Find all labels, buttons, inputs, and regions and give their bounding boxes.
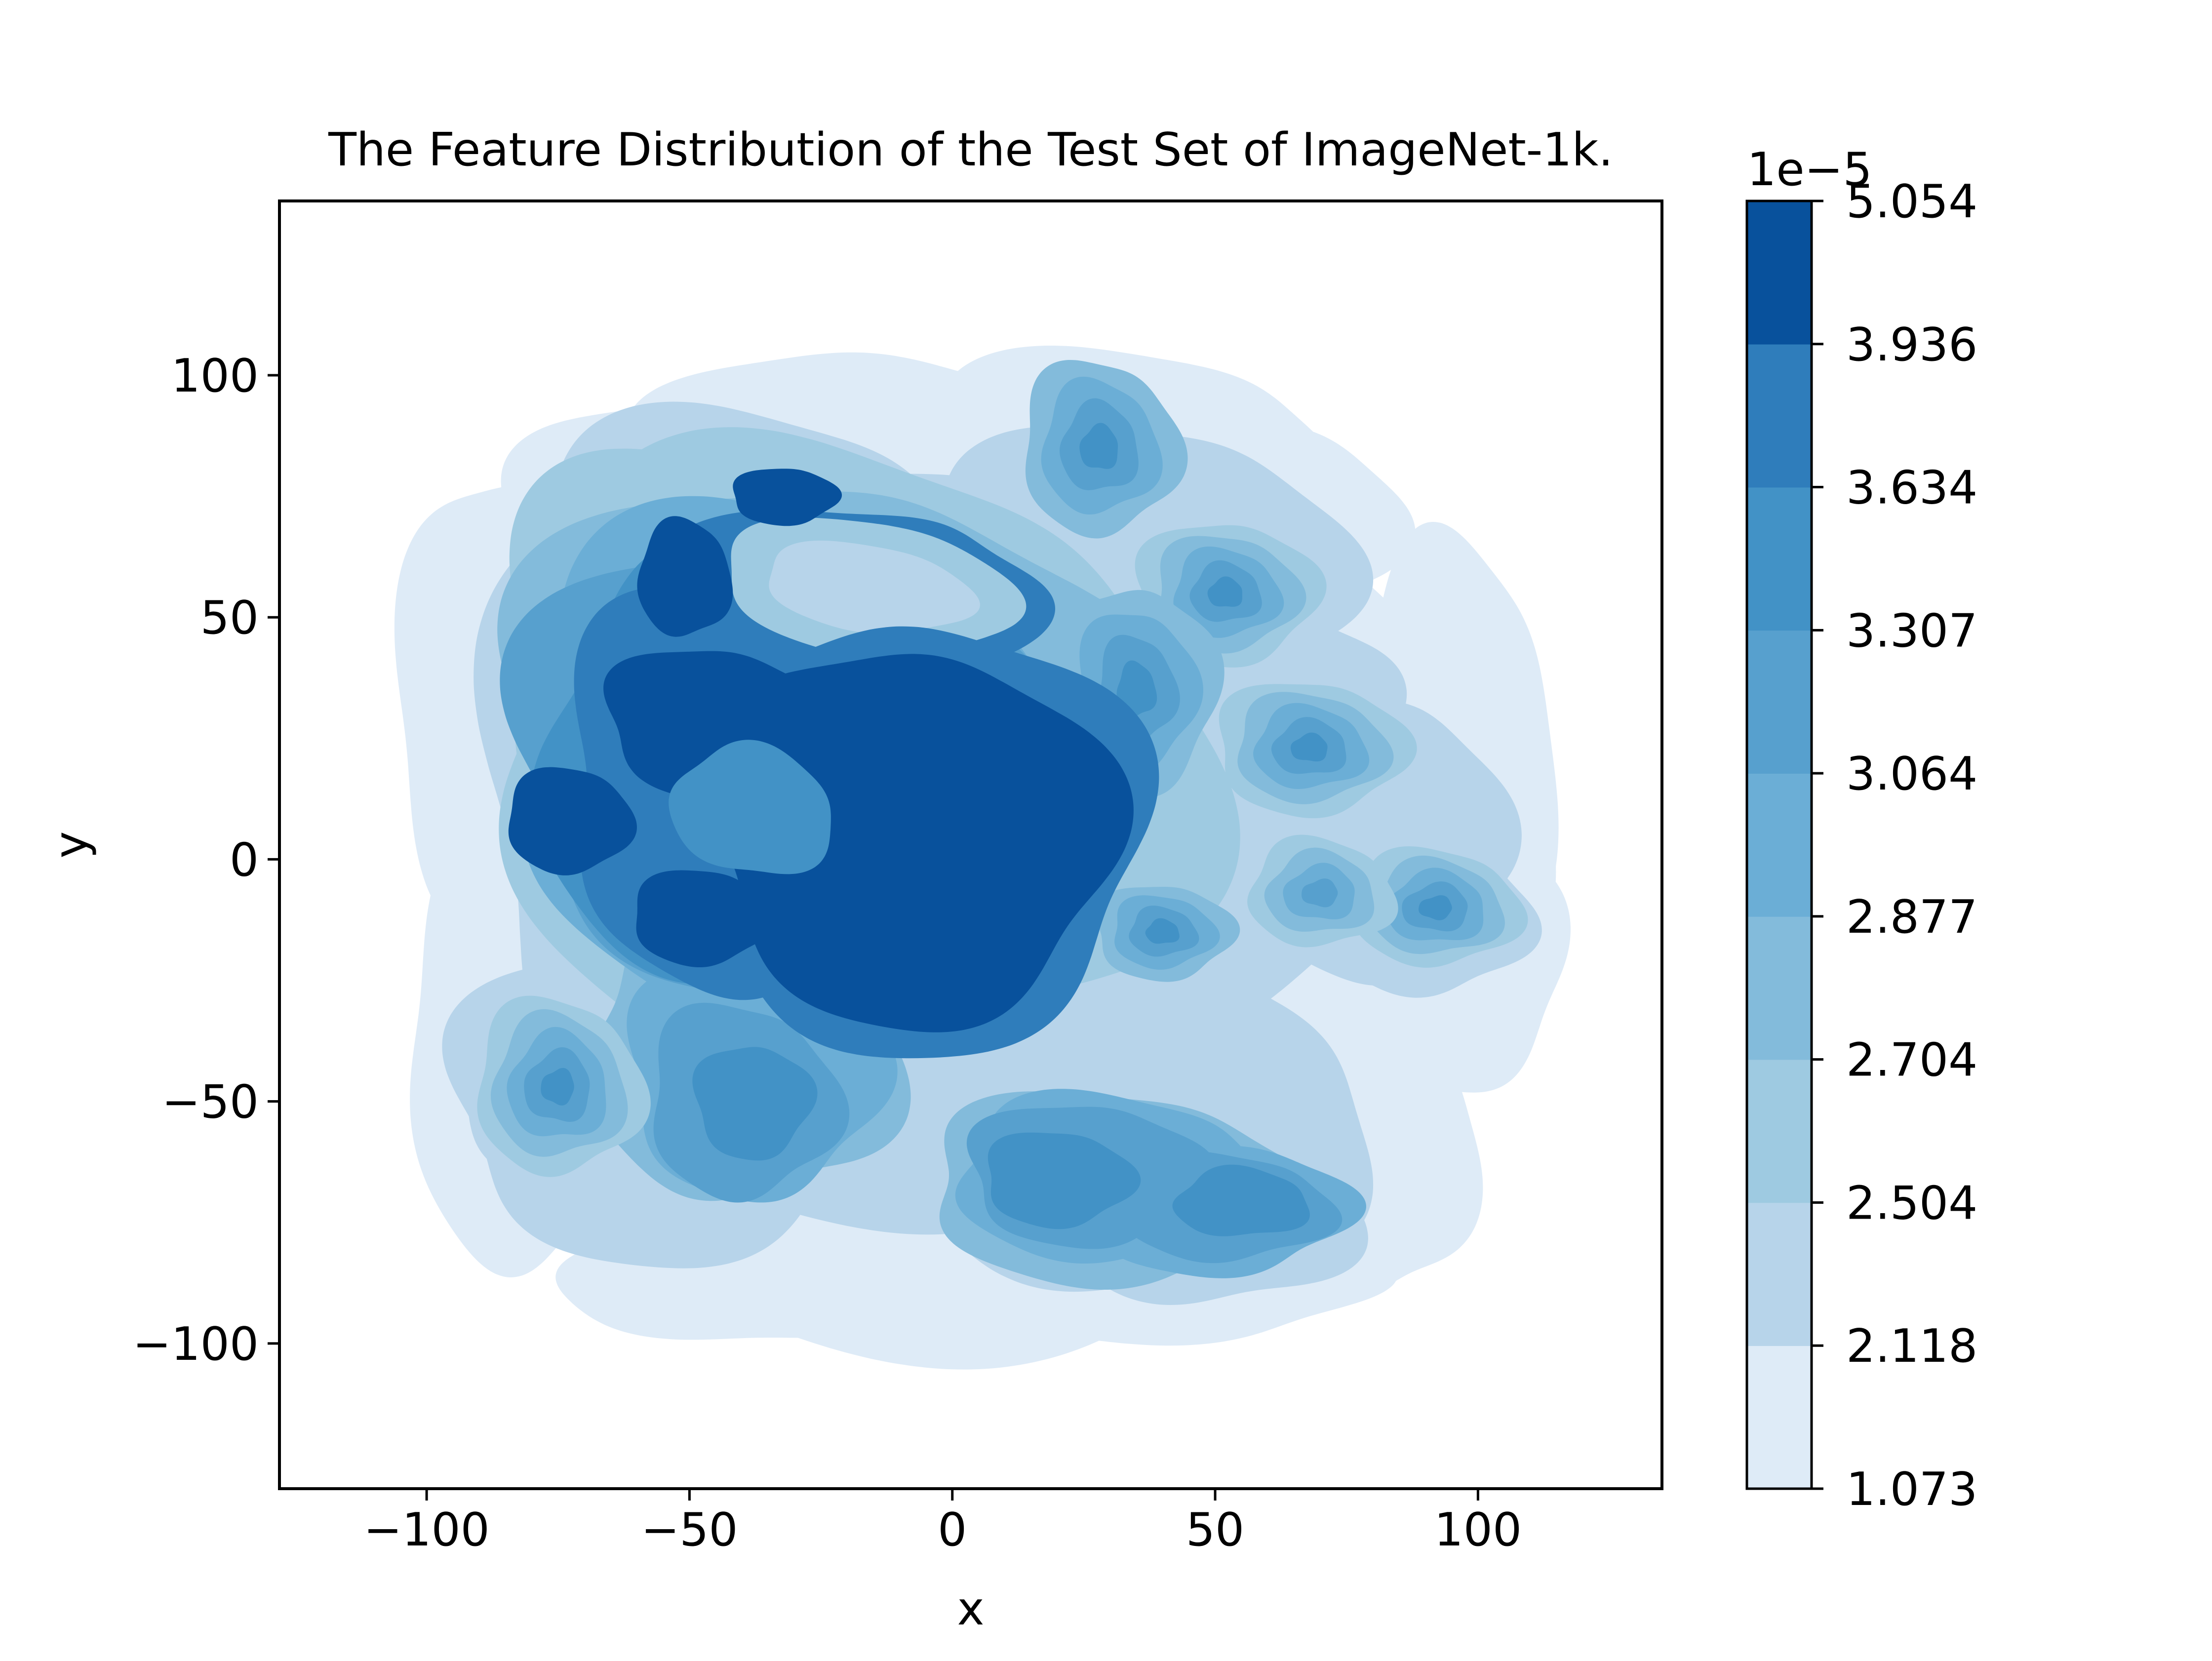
plot-frame xyxy=(278,199,1663,1490)
density-contour xyxy=(692,1047,818,1161)
colorbar-tick-label: 3.064 xyxy=(1846,747,1977,800)
y-tick-label: 0 xyxy=(230,833,259,886)
colorbar-tick-label: 2.504 xyxy=(1846,1176,1977,1229)
x-tick-label: 100 xyxy=(1434,1503,1522,1556)
colorbar-tick-label: 1.073 xyxy=(1846,1463,1977,1516)
colorbar-band xyxy=(1747,916,1812,1060)
chart-title: The Feature Distribution of the Test Set… xyxy=(328,123,1613,176)
colorbar-band xyxy=(1747,1059,1812,1203)
colorbar-band xyxy=(1747,344,1812,488)
density-contour xyxy=(1302,878,1338,908)
y-tick-label: 100 xyxy=(171,349,259,402)
density-contour xyxy=(733,469,842,526)
x-tick-label: 50 xyxy=(1186,1503,1244,1556)
kde-contours xyxy=(394,345,1571,1370)
density-contour xyxy=(636,870,775,968)
y-tick-label: −100 xyxy=(133,1317,259,1371)
x-axis: −100 −50 0 50 100 xyxy=(363,1489,1522,1556)
colorbar-tick-label: 3.307 xyxy=(1846,604,1977,657)
x-tick-label: −100 xyxy=(363,1503,489,1556)
colorbar-tick-label: 5.054 xyxy=(1846,175,1977,228)
colorbar-band xyxy=(1747,773,1812,917)
x-axis-label: x xyxy=(957,1582,984,1635)
y-tick-label: 50 xyxy=(200,591,259,644)
colorbar-frame xyxy=(1745,199,1813,1490)
colorbar-tick-label: 3.634 xyxy=(1846,461,1977,514)
x-tick-label: −50 xyxy=(641,1503,738,1556)
colorbar-tick-label: 2.118 xyxy=(1846,1319,1977,1373)
y-axis: −100 −50 0 50 100 xyxy=(133,349,279,1371)
x-tick-label: 0 xyxy=(938,1503,967,1556)
density-contour xyxy=(541,1068,574,1106)
colorbar: 1.073 2.118 2.504 2.704 2.877 3.064 3.307 3.634… xyxy=(1745,175,1977,1516)
density-contour xyxy=(1145,918,1180,944)
density-contour xyxy=(1172,1164,1310,1236)
colorbar-band xyxy=(1747,1345,1812,1489)
colorbar-tick-label: 2.877 xyxy=(1846,890,1977,944)
density-contour xyxy=(769,540,980,634)
colorbar-band xyxy=(1747,630,1812,774)
density-contour xyxy=(1079,423,1118,469)
density-contour xyxy=(1419,895,1452,920)
density-contour xyxy=(988,1132,1141,1229)
y-axis-label: y xyxy=(44,831,97,858)
colorbar-band xyxy=(1747,1202,1812,1346)
density-contour xyxy=(508,767,637,875)
colorbar-tick-label: 3.936 xyxy=(1846,318,1977,371)
density-contour xyxy=(1207,576,1242,607)
density-contour xyxy=(637,516,733,637)
density-contour xyxy=(1116,660,1157,717)
colorbar-band xyxy=(1747,487,1812,631)
density-contour xyxy=(1290,732,1328,762)
colorbar-offset-label: 1e−5 xyxy=(1747,143,1872,196)
colorbar-band xyxy=(1747,201,1812,345)
y-tick-label: −50 xyxy=(162,1075,259,1129)
density-contour xyxy=(669,740,831,874)
colorbar-tick-label: 2.704 xyxy=(1846,1033,1977,1087)
